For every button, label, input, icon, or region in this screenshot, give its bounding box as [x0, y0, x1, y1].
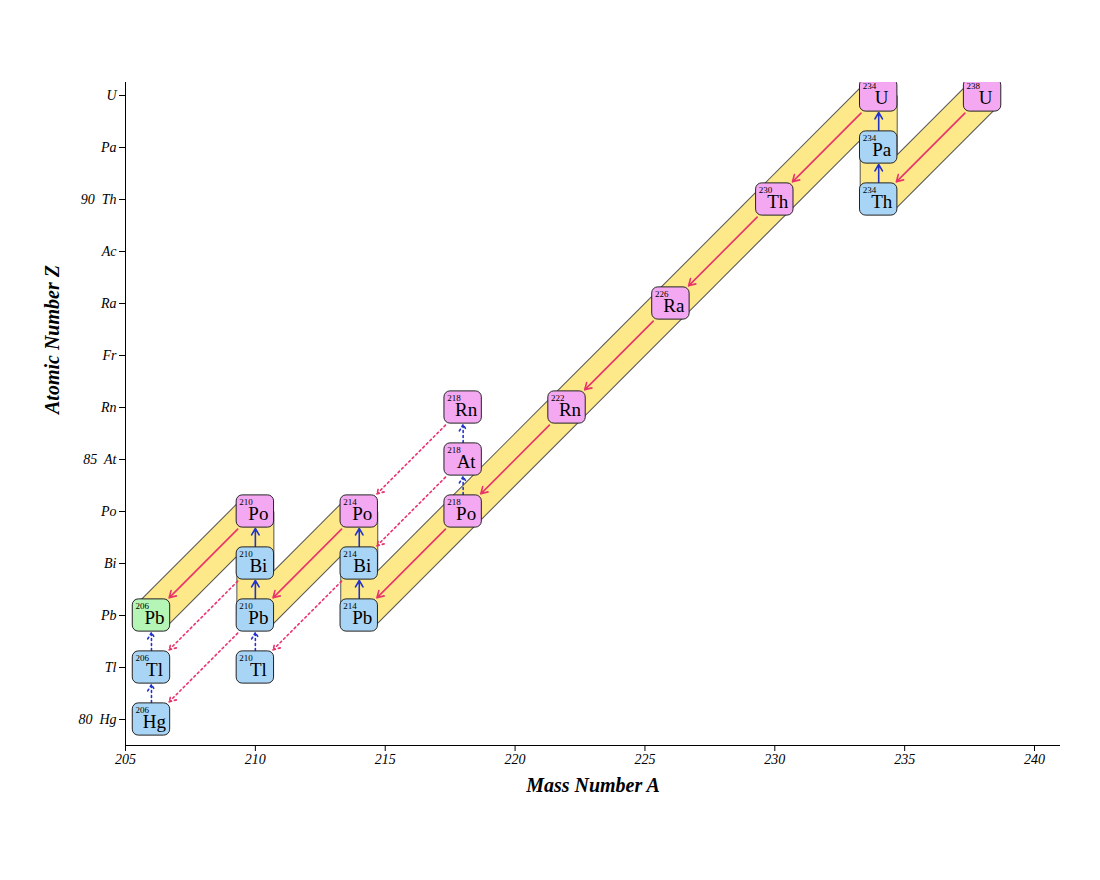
- svg-text:210: 210: [239, 653, 253, 663]
- svg-text:238: 238: [967, 81, 981, 91]
- svg-text:85 At: 85 At: [83, 452, 117, 467]
- svg-text:206: 206: [135, 705, 149, 715]
- svg-text:Tl: Tl: [146, 658, 163, 680]
- svg-text:Bi: Bi: [249, 554, 268, 576]
- svg-text:Tl: Tl: [249, 658, 267, 680]
- svg-text:214: 214: [343, 497, 357, 507]
- svg-text:230: 230: [764, 752, 785, 767]
- svg-text:Po: Po: [456, 502, 477, 524]
- svg-text:U: U: [875, 87, 889, 108]
- svg-text:Po: Po: [352, 502, 373, 524]
- svg-text:210: 210: [239, 497, 253, 507]
- svg-text:234: 234: [863, 81, 877, 91]
- svg-text:240: 240: [1024, 752, 1045, 767]
- svg-text:Pa: Pa: [872, 138, 892, 160]
- svg-text:Po: Po: [100, 504, 117, 519]
- svg-text:At: At: [456, 450, 476, 472]
- svg-text:215: 215: [375, 752, 396, 767]
- svg-text:Th: Th: [871, 190, 893, 212]
- svg-text:Mass Number A: Mass Number A: [525, 774, 660, 796]
- svg-text:U: U: [979, 87, 993, 108]
- svg-text:Po: Po: [248, 502, 269, 524]
- svg-text:234: 234: [863, 133, 877, 143]
- svg-text:214: 214: [343, 549, 357, 559]
- svg-text:Bi: Bi: [104, 556, 117, 571]
- svg-text:Hg: Hg: [142, 710, 167, 732]
- svg-text:Th: Th: [767, 190, 789, 212]
- svg-text:210: 210: [239, 549, 253, 559]
- svg-text:225: 225: [634, 752, 655, 767]
- svg-text:Pb: Pb: [144, 606, 165, 628]
- svg-text:214: 214: [343, 601, 357, 611]
- svg-text:235: 235: [894, 752, 915, 767]
- svg-text:222: 222: [551, 393, 565, 403]
- svg-text:Rn: Rn: [558, 398, 582, 420]
- svg-text:Rn: Rn: [100, 400, 117, 415]
- svg-text:Ac: Ac: [101, 244, 118, 259]
- svg-text:230: 230: [759, 185, 773, 195]
- svg-text:218: 218: [447, 393, 461, 403]
- svg-text:Pa: Pa: [100, 140, 117, 155]
- svg-text:226: 226: [655, 289, 669, 299]
- svg-text:220: 220: [505, 752, 526, 767]
- svg-text:Fr: Fr: [102, 348, 118, 363]
- svg-text:Tl: Tl: [105, 660, 117, 675]
- svg-text:218: 218: [447, 445, 461, 455]
- svg-text:Ra: Ra: [663, 294, 685, 316]
- svg-text:210: 210: [245, 752, 266, 767]
- svg-text:205: 205: [115, 752, 136, 767]
- svg-text:206: 206: [135, 601, 149, 611]
- svg-text:80 Hg: 80 Hg: [78, 712, 116, 727]
- svg-text:U: U: [106, 88, 117, 103]
- svg-text:210: 210: [239, 601, 253, 611]
- svg-text:Atomic Number Z: Atomic Number Z: [41, 265, 63, 416]
- svg-text:90 Th: 90 Th: [81, 192, 117, 207]
- svg-text:Bi: Bi: [353, 554, 372, 576]
- svg-text:234: 234: [863, 185, 877, 195]
- svg-text:Ra: Ra: [100, 296, 117, 311]
- svg-text:206: 206: [135, 653, 149, 663]
- svg-text:Pb: Pb: [248, 606, 269, 628]
- svg-text:218: 218: [447, 497, 461, 507]
- svg-text:Rn: Rn: [455, 398, 478, 420]
- svg-text:Pb: Pb: [100, 608, 117, 623]
- svg-text:Pb: Pb: [352, 606, 373, 628]
